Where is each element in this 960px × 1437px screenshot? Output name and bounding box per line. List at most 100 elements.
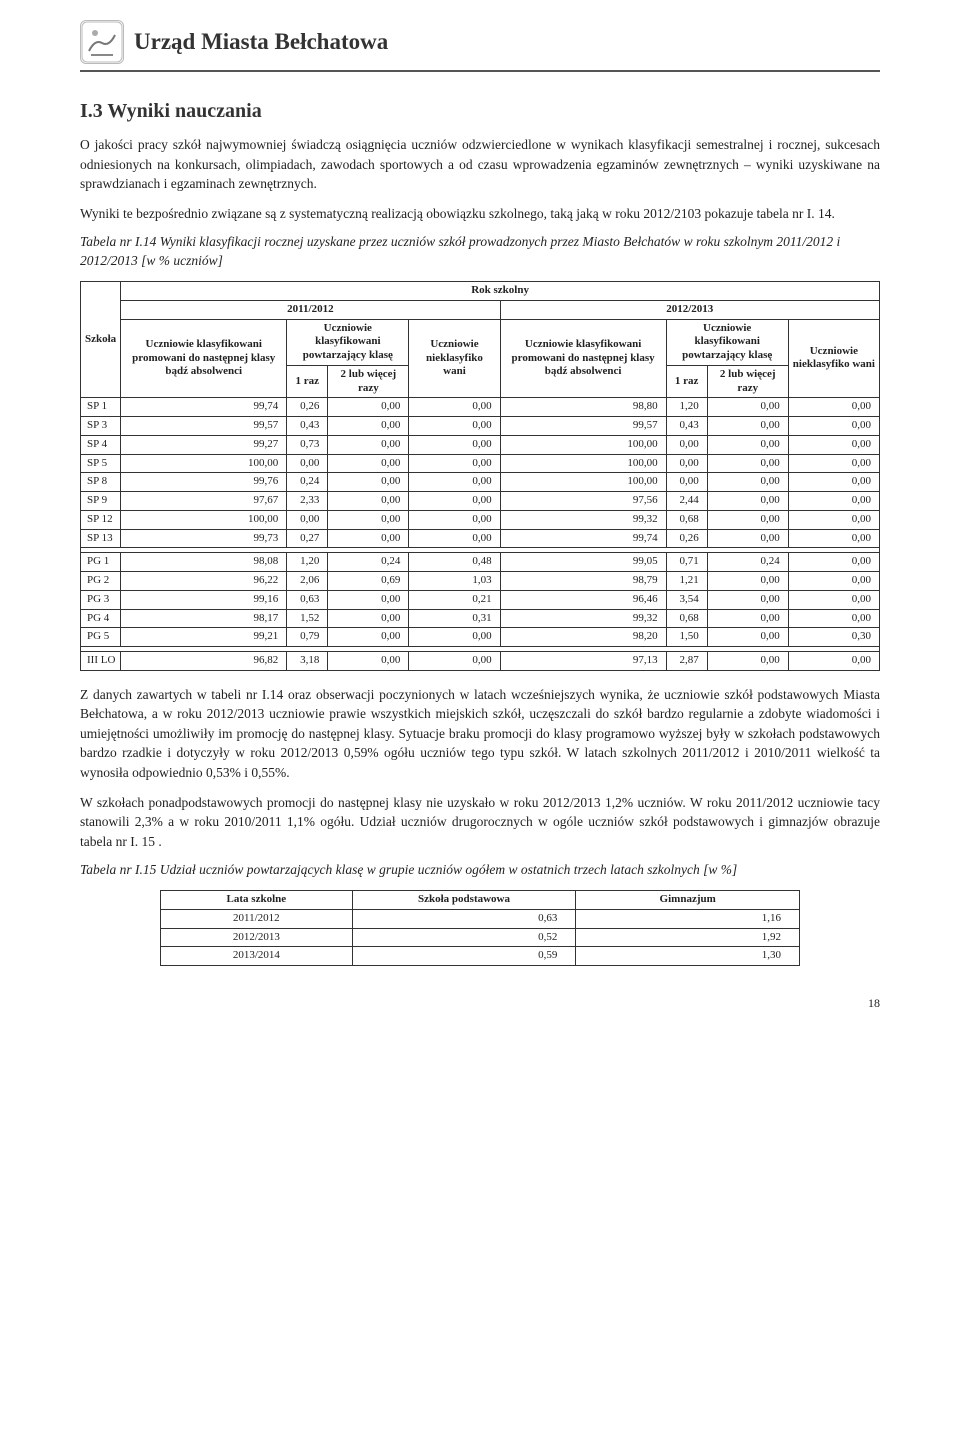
classification-table: Szkoła Rok szkolny 2011/2012 2012/2013 U… — [80, 281, 880, 671]
table-cell: 0,27 — [287, 529, 328, 548]
table-cell: PG 5 — [81, 628, 121, 647]
table-row: PG 399,160,630,000,2196,463,540,000,00 — [81, 590, 880, 609]
col-gim: Gimnazjum — [576, 891, 800, 910]
table-cell: 0,00 — [328, 398, 409, 417]
table-cell: 0,00 — [409, 529, 500, 548]
table-cell: 0,52 — [352, 928, 576, 947]
body2-para-1: Z danych zawartych w tabeli nr I.14 oraz… — [80, 685, 880, 783]
table-cell: 0,00 — [287, 510, 328, 529]
table-cell: 0,00 — [328, 473, 409, 492]
table-cell: 0,00 — [707, 492, 788, 511]
table-cell: 0,68 — [666, 609, 707, 628]
share-table: Lata szkolne Szkoła podstawowa Gimnazjum… — [160, 890, 800, 966]
table-cell: 2011/2012 — [161, 909, 353, 928]
table-cell: SP 4 — [81, 435, 121, 454]
table-cell: SP 12 — [81, 510, 121, 529]
table-cell: 0,26 — [666, 529, 707, 548]
table-cell: 100,00 — [500, 454, 666, 473]
table-cell: 3,18 — [287, 652, 328, 671]
table-cell: 0,00 — [707, 417, 788, 436]
col-promoted-a: Uczniowie klasyfikowani promowani do nas… — [121, 319, 287, 398]
table-row: SP 997,672,330,000,0097,562,440,000,00 — [81, 492, 880, 511]
table-cell: 99,57 — [121, 417, 287, 436]
page-number: 18 — [80, 996, 880, 1011]
table-cell: 0,00 — [409, 473, 500, 492]
table-row: 2011/20120,631,16 — [161, 909, 800, 928]
table-cell: 1,20 — [666, 398, 707, 417]
table-cell: 96,22 — [121, 572, 287, 591]
table-cell: 0,00 — [328, 628, 409, 647]
table-cell: 0,00 — [409, 652, 500, 671]
col-years: Lata szkolne — [161, 891, 353, 910]
table-cell: 99,05 — [500, 553, 666, 572]
table-cell: 0,00 — [666, 473, 707, 492]
table-row: PG 198,081,200,240,4899,050,710,240,00 — [81, 553, 880, 572]
table-cell: III LO — [81, 652, 121, 671]
table-cell: 0,00 — [328, 454, 409, 473]
table-cell: 0,00 — [788, 572, 879, 591]
table-cell: 0,00 — [788, 473, 879, 492]
table-cell: 0,00 — [409, 492, 500, 511]
table-cell: 0,00 — [409, 398, 500, 417]
table-cell: 1,03 — [409, 572, 500, 591]
table-cell: 0,00 — [707, 510, 788, 529]
col-repeat-a: Uczniowie klasyfikowani powtarzający kla… — [287, 319, 409, 365]
table-cell: 100,00 — [500, 435, 666, 454]
table-cell: 0,00 — [328, 435, 409, 454]
table-cell: 0,00 — [409, 417, 500, 436]
table-cell: PG 4 — [81, 609, 121, 628]
table-cell: 0,00 — [707, 435, 788, 454]
table-cell: 0,00 — [409, 510, 500, 529]
table-cell: SP 8 — [81, 473, 121, 492]
table-cell: 0,48 — [409, 553, 500, 572]
col-promoted-b: Uczniowie klasyfikowani promowani do nas… — [500, 319, 666, 398]
table1-caption: Tabela nr I.14 Wyniki klasyfikacji roczn… — [80, 233, 880, 271]
table-cell: 0,00 — [788, 417, 879, 436]
col-school: Szkoła — [81, 282, 121, 398]
table-cell: 0,00 — [788, 454, 879, 473]
table-cell: 98,79 — [500, 572, 666, 591]
table-cell: 2,87 — [666, 652, 707, 671]
intro-para-1: O jakości pracy szkół najwymowniej świad… — [80, 135, 880, 194]
table-cell: 0,00 — [328, 417, 409, 436]
table-cell: 2,44 — [666, 492, 707, 511]
table-cell: 0,24 — [707, 553, 788, 572]
section-title: I.3 Wyniki nauczania — [80, 100, 880, 123]
table-cell: 0,00 — [409, 628, 500, 647]
table-cell: 0,00 — [328, 492, 409, 511]
table-cell: 0,00 — [707, 529, 788, 548]
table-cell: 0,00 — [707, 454, 788, 473]
table-cell: 100,00 — [500, 473, 666, 492]
table-cell: 0,00 — [328, 609, 409, 628]
table-row: SP 399,570,430,000,0099,570,430,000,00 — [81, 417, 880, 436]
table-cell: 99,16 — [121, 590, 287, 609]
table-cell: 0,00 — [328, 510, 409, 529]
table-cell: 1,52 — [287, 609, 328, 628]
table-cell: 0,00 — [707, 652, 788, 671]
table-cell: 0,00 — [707, 590, 788, 609]
table2-caption: Tabela nr I.15 Udział uczniów powtarzają… — [80, 861, 880, 880]
table-cell: 0,31 — [409, 609, 500, 628]
table-cell: 0,00 — [328, 652, 409, 671]
table-cell: SP 3 — [81, 417, 121, 436]
col-more-a: 2 lub więcej razy — [328, 365, 409, 398]
table-row: SP 899,760,240,000,00100,000,000,000,00 — [81, 473, 880, 492]
table-cell: 2012/2013 — [161, 928, 353, 947]
table-cell: 99,21 — [121, 628, 287, 647]
table-cell: 0,00 — [409, 435, 500, 454]
table-cell: 0,00 — [788, 398, 879, 417]
table-cell: 0,00 — [707, 473, 788, 492]
col-repeat-b: Uczniowie klasyfikowani powtarzający kla… — [666, 319, 788, 365]
table-row: SP 5100,000,000,000,00100,000,000,000,00 — [81, 454, 880, 473]
table-cell: 1,20 — [287, 553, 328, 572]
table-cell: 2,33 — [287, 492, 328, 511]
table-cell: 97,67 — [121, 492, 287, 511]
table-cell: 0,00 — [328, 590, 409, 609]
col-once-a: 1 raz — [287, 365, 328, 398]
table-cell: PG 1 — [81, 553, 121, 572]
table-cell: 0,00 — [788, 609, 879, 628]
col-year-b: 2012/2013 — [500, 300, 879, 319]
table-cell: 96,46 — [500, 590, 666, 609]
table-cell: 0,73 — [287, 435, 328, 454]
table-cell: 1,21 — [666, 572, 707, 591]
